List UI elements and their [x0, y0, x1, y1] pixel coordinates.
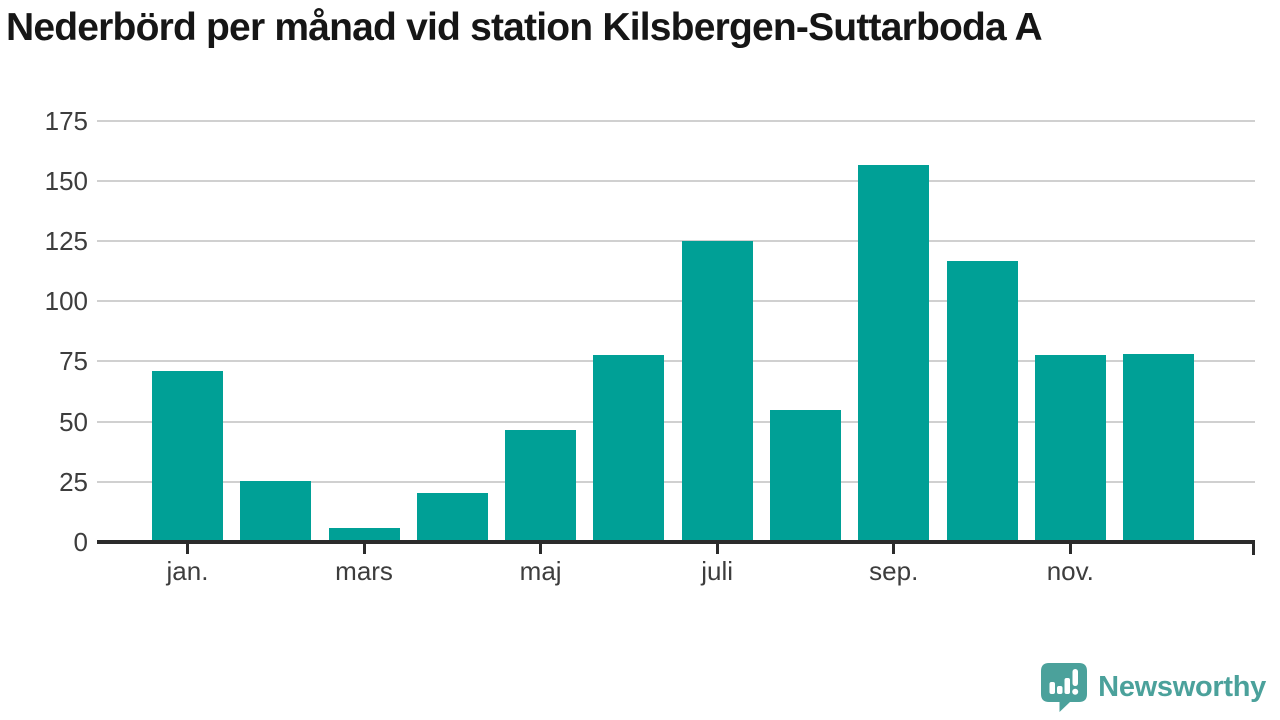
gridline-y-175: [97, 119, 1255, 122]
bar-chart-plot: 0 25 50 75 100 125 150 175 jan. mars maj juli sep. no…: [44, 105, 1255, 586]
x-axis-tick-label: juli: [701, 556, 734, 586]
y-axis-tick-label: 25: [59, 466, 88, 497]
gridline-y-100: [97, 300, 1255, 303]
y-axis-tick-label: 125: [44, 225, 88, 256]
x-axis-line: [97, 540, 1255, 544]
bar-nov: [1034, 355, 1106, 542]
logo-exclamation-stem: [1072, 669, 1079, 686]
y-axis-tick-label: 75: [59, 346, 88, 377]
bar-okt: [946, 261, 1018, 542]
gridline-y-125: [97, 239, 1255, 242]
y-axis-tick-label: 100: [44, 286, 88, 317]
gridline-y-50: [97, 420, 1255, 423]
bar-juli: [681, 240, 753, 542]
bar-maj: [505, 430, 577, 542]
x-axis-tick-label: nov.: [1046, 556, 1094, 586]
bar-mars: [328, 527, 400, 542]
logo-exclamation-dot: [1072, 688, 1079, 695]
x-axis-tick-juli: [715, 542, 719, 554]
gridline-y-25: [97, 480, 1255, 483]
x-axis-end-cap: [1252, 540, 1255, 555]
x-axis-tick-jan: [186, 542, 189, 554]
bar-juni: [593, 355, 665, 542]
logo-mini-bar-1: [1049, 682, 1056, 694]
x-axis-tick-nov: [1068, 542, 1072, 554]
logo-mini-bar-2: [1057, 686, 1063, 694]
x-axis-tick-label: maj: [519, 556, 562, 586]
x-axis-tick-sep: [892, 542, 896, 554]
x-axis-tick-label: jan.: [166, 556, 209, 586]
y-axis-tick-label: 175: [44, 105, 88, 136]
gridline-y-75: [97, 360, 1255, 363]
bar-jan: [152, 370, 223, 542]
y-axis-tick-label: 50: [59, 406, 88, 437]
bar-aug: [769, 409, 841, 542]
bar-dec: [1123, 354, 1195, 542]
newsworthy-brand-text: Newsworthy: [1098, 670, 1266, 703]
newsworthy-logo: Newsworthy: [1040, 662, 1266, 712]
y-axis-tick-label: 0: [73, 527, 88, 557]
y-axis-tick-label: 150: [44, 165, 88, 196]
logo-mini-bar-3: [1064, 678, 1071, 694]
x-axis-tick-mars: [362, 542, 366, 554]
bar-sep: [858, 165, 930, 542]
chart-title: Nederbörd per månad vid station Kilsberg…: [6, 6, 1043, 49]
x-axis-tick-maj: [539, 542, 543, 554]
gridline-y-150: [97, 179, 1255, 182]
x-axis-tick-label: mars: [335, 556, 393, 586]
newsworthy-speech-bubble-bar-chart-icon: [1041, 663, 1088, 712]
x-axis-tick-label: sep.: [869, 556, 919, 586]
bar-apr: [416, 492, 488, 542]
bar-feb: [240, 480, 312, 542]
